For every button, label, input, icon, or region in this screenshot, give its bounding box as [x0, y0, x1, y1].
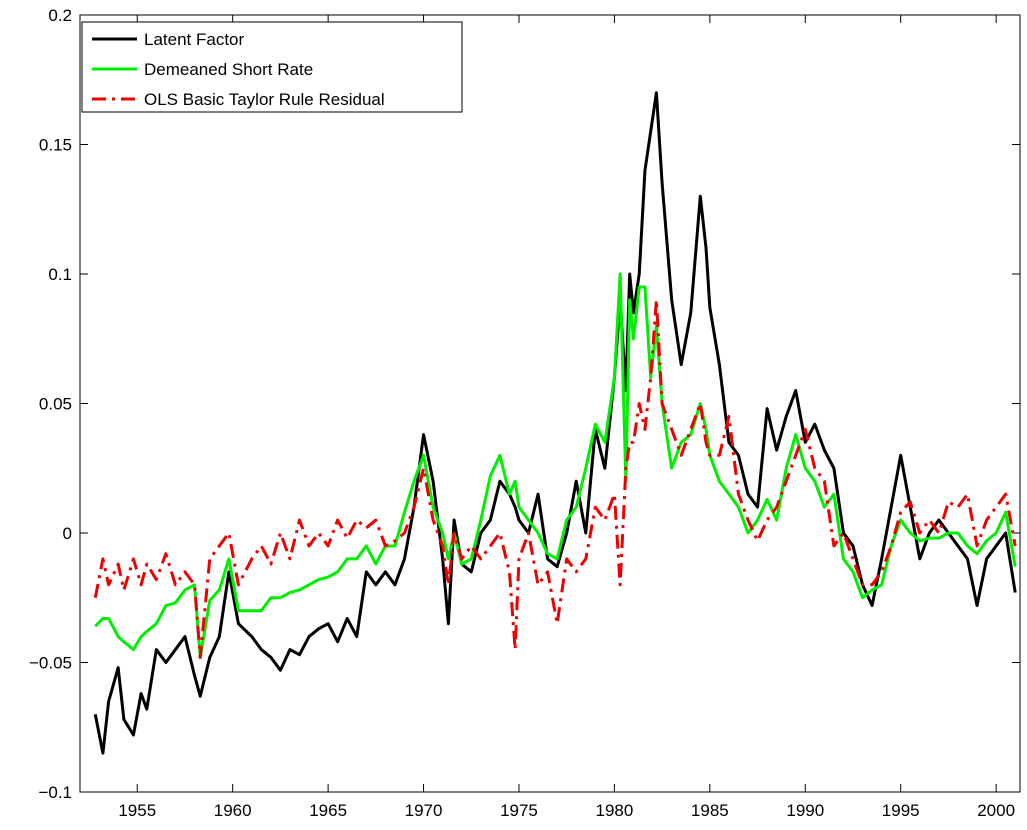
y-tick-label: −0.1 [38, 783, 72, 802]
x-tick-label: 1960 [214, 801, 252, 820]
y-tick-label: −0.05 [29, 654, 72, 673]
legend-label: Latent Factor [144, 30, 245, 49]
plot-frame [79, 14, 1021, 793]
y-tick-label: 0.15 [39, 136, 72, 155]
x-tick-label: 1980 [596, 801, 634, 820]
y-tick-label: 0.2 [48, 6, 72, 25]
x-tick-label: 1990 [786, 801, 824, 820]
x-tick-label: 1965 [309, 801, 347, 820]
x-tick-label: 2000 [977, 801, 1015, 820]
legend-label: Demeaned Short Rate [144, 60, 313, 79]
series-line [94, 272, 1017, 659]
series-line [93, 91, 1017, 755]
y-tick-label: 0.05 [39, 395, 72, 414]
legend-label: OLS Basic Taylor Rule Residual [144, 90, 385, 109]
x-tick-label: 1995 [882, 801, 920, 820]
x-tick-label: 1975 [500, 801, 538, 820]
y-tick-label: 0.1 [48, 265, 72, 284]
x-tick-label: 1970 [405, 801, 443, 820]
legend-box [81, 21, 463, 113]
x-tick-label: 1985 [691, 801, 729, 820]
series-line [93, 298, 1017, 659]
x-tick-label: 1955 [118, 801, 156, 820]
y-tick-label: 0 [63, 524, 72, 543]
